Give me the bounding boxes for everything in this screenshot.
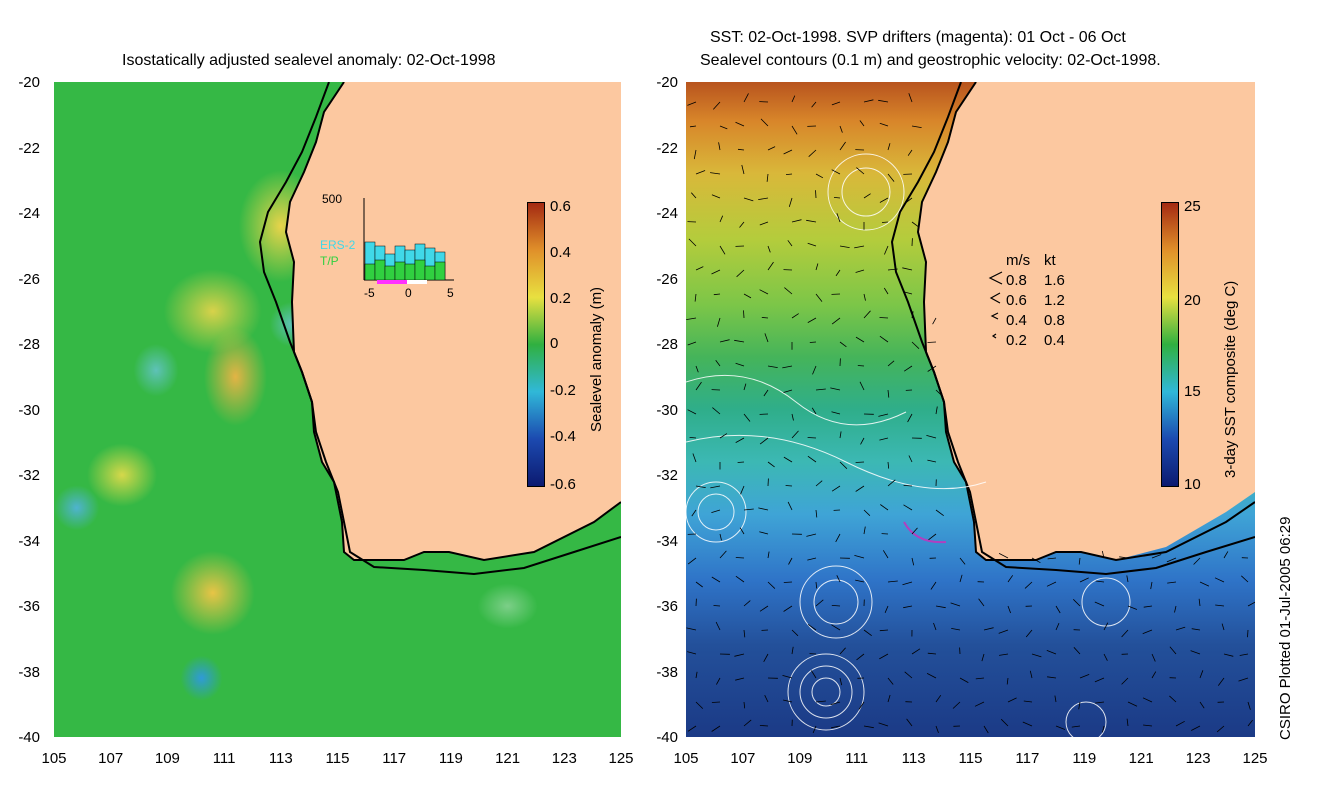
left-x-tick-5: 115 [325,750,350,767]
right-x-tick-6: 117 [1015,750,1040,767]
right-cbar-tick-0: 25 [1184,198,1201,215]
velocity-legend-kt-3: 0.4 [1044,332,1065,349]
inset-y-max: 500 [322,192,343,206]
inset-x-tick-2: 5 [447,286,454,300]
right-y-tick-5: -30 [656,401,678,419]
left-cbar-tick-0: 0.6 [550,198,571,215]
right-sst-map [686,82,1255,737]
right-x-tick-1: 107 [730,750,756,767]
left-x-tick-3: 111 [212,750,236,767]
velocity-legend-kt-1: 1.2 [1044,292,1065,309]
right-cbar-tick-3: 10 [1184,476,1201,493]
velocity-legend-ms-3: 0.2 [1006,332,1027,349]
right-y-tick-2: -24 [656,205,678,222]
left-y-tick-9: -38 [18,663,40,681]
inset-legend-tp: T/P [320,254,339,268]
left-cbar-tick-4: -0.2 [550,382,576,399]
inset-x-tick-0: -5 [364,286,375,300]
geostrophic-velocity-arrows [686,93,1255,734]
inset-x-tick-1: 0 [405,286,412,300]
velocity-legend-header-ms: m/s [1006,252,1031,269]
right-x-tick-10: 125 [1242,750,1268,767]
left-x-tick-10: 125 [608,750,634,767]
right-y-tick-10: -40 [656,729,678,746]
right-x-tick-4: 113 [901,750,926,767]
right-y-tick-1: -22 [656,139,678,157]
left-colorbar [527,202,545,487]
left-cbar-tick-2: 0.2 [550,290,571,307]
left-cbar-tick-6: -0.6 [550,476,576,493]
right-y-tick-0: -20 [656,74,678,91]
left-x-tick-1: 107 [98,750,124,767]
velocity-legend-ms-2: 0.4 [1006,312,1027,329]
right-map-title-line1: SST: 02-Oct-1998. SVP drifters (magenta)… [710,29,1126,46]
right-x-tick-7: 119 [1072,750,1097,767]
left-y-tick-6: -32 [18,467,40,484]
velocity-legend-ms-1: 0.6 [1006,292,1027,309]
left-y-tick-5: -30 [18,401,40,419]
left-y-tick-2: -24 [18,205,40,222]
right-y-tick-8: -36 [656,598,678,615]
velocity-arrows-legend [988,271,1003,339]
inset-histogram [363,198,454,284]
left-cbar-tick-3: 0 [550,335,559,352]
left-x-tick-8: 121 [495,750,521,767]
right-y-tick-3: -26 [656,270,678,288]
right-x-tick-2: 109 [787,750,813,767]
right-cbar-tick-1: 20 [1184,292,1201,309]
left-y-tick-4: -28 [18,336,40,353]
right-y-tick-7: -34 [656,532,678,550]
left-x-tick-7: 119 [438,750,463,767]
left-x-tick-9: 123 [551,750,577,767]
left-y-tick-1: -22 [18,139,40,157]
left-x-tick-6: 117 [382,750,407,767]
right-map-title-line2: Sealevel contours (0.1 m) and geostrophi… [700,52,1161,69]
left-x-tick-4: 113 [268,750,293,767]
left-y-tick-0: -20 [18,74,40,91]
plot-credit: CSIRO Plotted 01-Jul-2005 06:29 [1277,516,1294,740]
velocity-legend-kt-0: 1.6 [1044,272,1065,289]
left-y-tick-3: -26 [18,270,40,288]
right-y-tick-4: -28 [656,336,678,353]
right-x-tick-5: 115 [958,750,983,767]
left-cbar-tick-5: -0.4 [550,428,576,445]
left-y-tick-10: -40 [18,729,40,746]
left-x-tick-0: 105 [41,750,67,767]
left-y-tick-8: -36 [18,598,40,615]
left-x-tick-2: 109 [154,750,180,767]
velocity-legend-header-kt: kt [1044,252,1056,269]
right-y-tick-6: -32 [656,467,678,484]
inset-legend-ers2: ERS-2 [320,238,356,252]
right-x-tick-9: 123 [1185,750,1211,767]
right-x-tick-3: 111 [845,750,869,767]
right-x-tick-8: 121 [1128,750,1154,767]
right-y-tick-9: -38 [656,663,678,681]
left-colorbar-title: Sealevel anomaly (m) [588,286,605,432]
left-cbar-tick-1: 0.4 [550,244,571,261]
velocity-legend-kt-2: 0.8 [1044,312,1065,329]
right-x-tick-0: 105 [673,750,699,767]
right-colorbar [1161,202,1179,487]
velocity-legend-ms-0: 0.8 [1006,272,1027,289]
left-y-tick-7: -34 [18,532,40,550]
right-colorbar-title: 3-day SST composite (deg C) [1222,280,1239,478]
left-map-title: Isostatically adjusted sealevel anomaly:… [122,52,496,69]
left-sealevel-map [54,82,621,737]
right-cbar-tick-2: 15 [1184,383,1201,400]
